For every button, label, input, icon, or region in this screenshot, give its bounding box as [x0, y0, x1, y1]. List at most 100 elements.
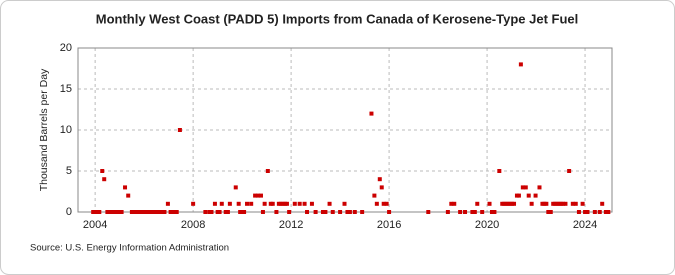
point [512, 201, 517, 206]
point [165, 201, 170, 206]
point [523, 185, 528, 190]
y-tick-label: 0 [66, 206, 72, 218]
source-note: Source: U.S. Energy Information Administ… [30, 243, 229, 254]
point [592, 210, 597, 214]
point [526, 193, 531, 198]
point [487, 201, 492, 206]
chart-title: Monthly West Coast (PADD 5) Imports from… [96, 11, 579, 26]
point [445, 210, 450, 214]
point [256, 193, 261, 198]
point [156, 210, 161, 214]
point [150, 210, 155, 214]
point [203, 210, 208, 214]
x-tick-label: 2008 [181, 219, 205, 231]
point [606, 210, 611, 214]
point [113, 210, 118, 214]
point [377, 177, 382, 182]
point [313, 210, 318, 214]
point [449, 201, 454, 206]
point [107, 210, 112, 214]
x-tick-label: 2020 [475, 219, 499, 231]
point [546, 210, 551, 214]
point [95, 210, 100, 214]
point [309, 201, 314, 206]
point [242, 210, 247, 214]
point [223, 210, 228, 214]
point [489, 210, 494, 214]
point [352, 210, 357, 214]
point [570, 201, 575, 206]
point [292, 201, 297, 206]
point [597, 210, 602, 214]
x-tick-label: 2004 [83, 219, 107, 231]
point [533, 193, 538, 198]
x-tick-label: 2016 [377, 219, 401, 231]
point [137, 210, 142, 214]
y-tick-label: 10 [60, 124, 72, 136]
point [516, 193, 521, 198]
point [236, 201, 241, 206]
point [580, 201, 585, 206]
point [323, 210, 328, 214]
point [585, 210, 590, 214]
point [219, 201, 224, 206]
point [518, 62, 523, 67]
point [548, 210, 553, 214]
point [123, 185, 128, 190]
point [274, 210, 279, 214]
point [209, 210, 214, 214]
y-tick-label: 15 [60, 83, 72, 95]
point [131, 210, 136, 214]
point [162, 210, 167, 214]
point [360, 210, 365, 214]
point [168, 210, 173, 214]
point [212, 201, 217, 206]
point [463, 210, 468, 214]
point [338, 210, 343, 214]
point [544, 201, 549, 206]
point [384, 201, 389, 206]
point [245, 201, 250, 206]
point [126, 193, 131, 198]
point [345, 210, 350, 214]
point [520, 185, 525, 190]
point [381, 201, 386, 206]
point [583, 210, 588, 214]
point [249, 201, 254, 206]
point [305, 210, 310, 214]
point [600, 201, 605, 206]
point [100, 169, 105, 173]
point [330, 210, 335, 214]
point [567, 169, 572, 173]
point [327, 201, 332, 206]
point [387, 210, 392, 214]
point [258, 193, 263, 198]
point [379, 185, 384, 190]
point [278, 201, 283, 206]
y-tick-label: 5 [66, 165, 72, 177]
point [265, 169, 270, 173]
point [426, 210, 431, 214]
point [480, 210, 485, 214]
point [191, 201, 196, 206]
point [233, 185, 238, 190]
point [603, 210, 608, 214]
point [472, 210, 477, 214]
point [372, 193, 377, 198]
point [342, 201, 347, 206]
point [320, 210, 325, 214]
point [144, 210, 149, 214]
point [369, 111, 374, 116]
plot-border [77, 47, 613, 213]
point [573, 201, 578, 206]
point [260, 210, 265, 214]
point [287, 210, 292, 214]
point [347, 210, 352, 214]
point [561, 201, 566, 206]
point [262, 201, 267, 206]
point [563, 201, 568, 206]
point [217, 210, 222, 214]
point [253, 193, 258, 198]
